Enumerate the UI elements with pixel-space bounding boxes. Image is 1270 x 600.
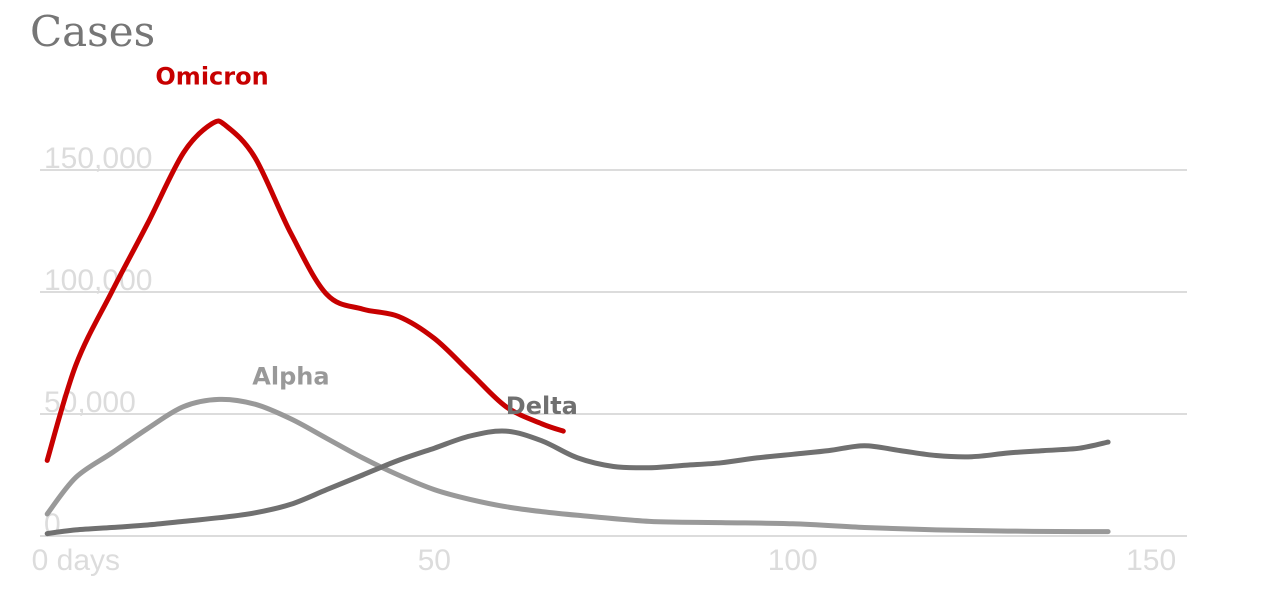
series-label-layer: Omicron Alpha Delta [155, 63, 577, 420]
grid-layer [40, 169, 1187, 537]
series-layer [44, 118, 1111, 537]
series-label-delta: Delta [506, 392, 578, 420]
y-tick-label: 150,000 [44, 142, 152, 175]
x-tick-label: 100 [768, 544, 818, 577]
x-tick-label: 50 [418, 544, 451, 577]
series-label-alpha: Alpha [252, 363, 329, 391]
series-line-omicron [44, 118, 566, 463]
y-tick-label: 100,000 [44, 264, 152, 297]
x-tick-label: 150 [1126, 544, 1176, 577]
chart-title: Cases [30, 7, 155, 56]
series-label-omicron: Omicron [155, 63, 268, 91]
series-line-alpha [44, 396, 1111, 535]
series-line-delta [44, 428, 1111, 537]
x-tick-label: 0 days [32, 544, 120, 577]
